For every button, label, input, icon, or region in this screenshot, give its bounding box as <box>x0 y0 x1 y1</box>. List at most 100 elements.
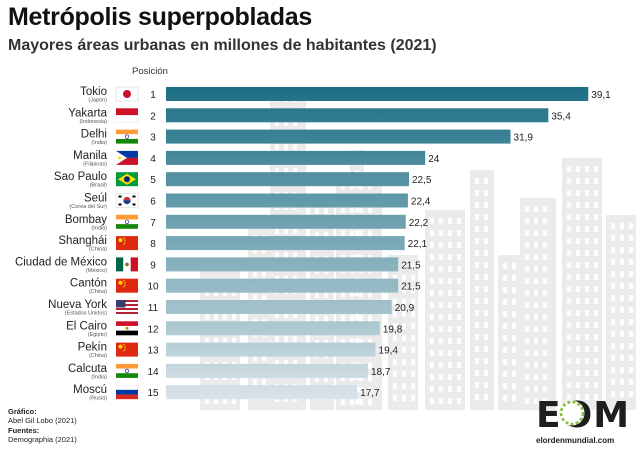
city-label: Shanghái <box>58 235 107 247</box>
skyline-window <box>567 226 571 232</box>
skyline-window <box>341 339 345 345</box>
skyline-window <box>275 120 279 126</box>
skyline-window <box>355 206 359 212</box>
skyline-window <box>525 314 529 320</box>
skyline-window <box>543 398 547 404</box>
skyline-window <box>284 252 288 258</box>
chart-row: Bombay(India) 7 22,2 <box>65 214 429 232</box>
skyline-window <box>315 208 319 214</box>
skyline-window <box>411 275 415 281</box>
position-label: 13 <box>147 346 159 357</box>
chart-row: Shanghái(China) 8 22,1 <box>58 235 427 253</box>
skyline-window <box>284 336 288 342</box>
position-label: 12 <box>147 324 159 335</box>
skyline-window <box>368 399 372 405</box>
skyline-window <box>293 144 297 150</box>
eom-logo: EOM elordenmundial.com <box>536 395 636 447</box>
skyline-window <box>543 266 547 272</box>
skyline-window <box>512 335 516 341</box>
skyline-window <box>620 307 624 313</box>
skyline-window <box>512 383 516 389</box>
skyline-window <box>629 271 633 277</box>
skyline-window <box>484 322 488 328</box>
skyline-window <box>585 394 589 400</box>
skyline-window <box>439 218 443 224</box>
skyline-window <box>484 190 488 196</box>
skyline-window <box>457 290 461 296</box>
skyline-window <box>611 367 615 373</box>
skyline-window <box>629 235 633 241</box>
skyline-window <box>585 214 589 220</box>
skyline-window <box>359 399 363 405</box>
city-label: Calcuta <box>68 363 108 375</box>
skyline-window <box>359 375 363 381</box>
skyline-window <box>448 338 452 344</box>
skyline-window <box>232 398 236 404</box>
skyline-window <box>576 394 580 400</box>
skyline-window <box>232 338 236 344</box>
skyline-window <box>475 382 479 388</box>
skyline-window <box>567 202 571 208</box>
skyline-window <box>393 383 397 389</box>
skyline-window <box>475 334 479 340</box>
bar <box>166 278 399 293</box>
skyline-window <box>567 370 571 376</box>
skyline-window <box>576 226 580 232</box>
skyline-window <box>620 223 624 229</box>
skyline-window <box>439 350 443 356</box>
skyline-window <box>439 362 443 368</box>
bar <box>166 129 511 144</box>
skyline-window <box>620 343 624 349</box>
bar <box>166 321 380 336</box>
country-label: (Estados Unidos) <box>65 311 107 317</box>
skyline-window <box>576 310 580 316</box>
skyline-window <box>253 295 257 301</box>
skyline-window <box>223 338 227 344</box>
skyline-window <box>448 302 452 308</box>
skyline-window <box>543 326 547 332</box>
skyline-window <box>457 254 461 260</box>
india-flag-icon <box>116 129 138 144</box>
skyline-window <box>475 226 479 232</box>
skyline-window <box>512 263 516 269</box>
skyline-window <box>359 315 363 321</box>
skyline-window <box>525 362 529 368</box>
skyline-window <box>543 206 547 212</box>
skyline-window <box>475 250 479 256</box>
skyline-window <box>594 202 598 208</box>
skyline-window <box>457 314 461 320</box>
skyline-window <box>585 238 589 244</box>
skyline-window <box>629 391 633 397</box>
skyline-window <box>223 398 227 404</box>
skyline-window <box>393 299 397 305</box>
skyline-window <box>620 319 624 325</box>
skyline-window <box>503 311 507 317</box>
skyline-window <box>611 223 615 229</box>
city-label: Pekín <box>78 342 107 354</box>
chart-row: Nueva York(Estados Unidos) 11 20,9 <box>48 299 414 317</box>
skyline-window <box>355 290 359 296</box>
country-label: (India) <box>91 225 107 231</box>
city-label: Moscú <box>73 384 107 396</box>
skyline-window <box>205 398 209 404</box>
skyline-window <box>543 350 547 356</box>
india-flag-icon <box>116 214 138 229</box>
skyline-window <box>525 350 529 356</box>
skyline-window <box>620 259 624 265</box>
chart-row: Moscú(Rusia) 15 17,7 <box>73 384 380 402</box>
skyline-window <box>512 371 516 377</box>
value-label: 19,8 <box>383 324 403 335</box>
skyline-window <box>223 290 227 296</box>
skyline-window <box>402 275 406 281</box>
skyline-window <box>567 382 571 388</box>
skyline-window <box>402 335 406 341</box>
skyline-window <box>567 190 571 196</box>
skyline-window <box>355 254 359 260</box>
position-label: 4 <box>150 154 156 165</box>
skyline-window <box>393 275 397 281</box>
skyline-window <box>293 228 297 234</box>
skyline-window <box>534 350 538 356</box>
skyline-window <box>475 346 479 352</box>
skyline-window <box>448 254 452 260</box>
